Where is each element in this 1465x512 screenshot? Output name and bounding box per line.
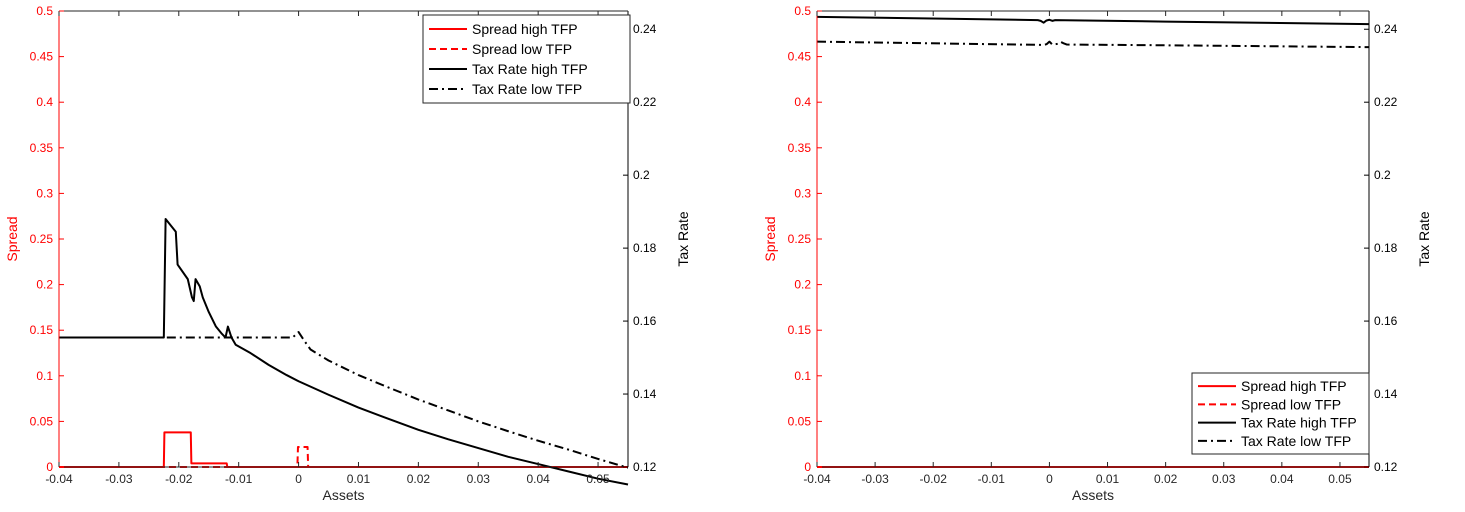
- x-tick-label: -0.04: [45, 472, 73, 486]
- y-left-tick-label: 0.15: [30, 323, 54, 337]
- y-left-tick-label: 0.35: [30, 141, 54, 155]
- y-left-axis-label: Spread: [762, 216, 778, 261]
- series-line-1: [59, 431, 628, 468]
- series-line-4: [166, 331, 629, 469]
- x-tick-label: 0.01: [347, 472, 371, 486]
- y-right-tick-label: 0.22: [1374, 95, 1398, 109]
- y-left-tick-label: 0.2: [36, 278, 53, 292]
- y-left-tick-label: 0: [46, 460, 53, 474]
- y-right-tick-label: 0.16: [633, 314, 657, 328]
- legend-label: Tax Rate high TFP: [472, 61, 588, 77]
- x-tick-label: 0.01: [1096, 472, 1120, 486]
- series-line-2: [59, 445, 628, 468]
- series-line-3: [816, 15, 1370, 26]
- chart-2: -0.04 -0.03 -0.02 -0.01 0 0.01 0.02 0.03 0.04 0.0…: [762, 4, 1432, 503]
- legend-label: Tax Rate low TFP: [472, 81, 582, 97]
- y-left-tick-label: 0.45: [30, 50, 54, 64]
- x-tick-label: 0: [295, 472, 302, 486]
- y-right-tick-label: 0.2: [1374, 168, 1391, 182]
- x-tick-label: 0.02: [1154, 472, 1178, 486]
- series-line-3: [59, 217, 629, 486]
- y-right-tick-label: 0.12: [633, 460, 657, 474]
- legend-label: Spread high TFP: [472, 21, 578, 37]
- y-right-tick-label: 0.14: [1374, 387, 1398, 401]
- y-left-tick-label: 0.5: [794, 4, 811, 18]
- y-right-axis-label: Tax Rate: [1416, 211, 1432, 266]
- y-left-tick-label: 0: [804, 460, 811, 474]
- y-right-tick-label: 0.14: [633, 387, 657, 401]
- chart-1: -0.04 -0.03 -0.02 -0.01 0 0.01 0.02 0.03 0.04 0.0…: [4, 4, 691, 503]
- y-right-tick-label: 0.24: [633, 22, 657, 36]
- y-left-tick-label: 0.35: [788, 141, 812, 155]
- legend-label: Spread high TFP: [1241, 378, 1347, 394]
- x-axis-label: Assets: [322, 487, 364, 503]
- y-left-tick-label: 0.1: [36, 369, 53, 383]
- y-left-tick-label: 0.25: [30, 232, 54, 246]
- legend-label: Spread low TFP: [1241, 396, 1341, 412]
- x-tick-label: 0.04: [1270, 472, 1294, 486]
- x-tick-label: 0.03: [467, 472, 491, 486]
- y-left-tick-label: 0.3: [36, 186, 53, 200]
- y-left-tick-label: 0.2: [794, 278, 811, 292]
- y-right-tick-label: 0.2: [633, 168, 650, 182]
- y-right-tick-label: 0.16: [1374, 314, 1398, 328]
- y-left-tick-label: 0.15: [788, 323, 812, 337]
- x-tick-label: -0.03: [861, 472, 889, 486]
- x-tick-label: -0.04: [803, 472, 831, 486]
- x-tick-label: 0.02: [407, 472, 431, 486]
- y-left-tick-label: 0.5: [36, 4, 53, 18]
- y-left-tick-label: 0.3: [794, 186, 811, 200]
- y-right-tick-label: 0.22: [633, 95, 657, 109]
- y-left-tick-label: 0.1: [794, 369, 811, 383]
- x-tick-label: -0.01: [978, 472, 1006, 486]
- x-tick-label: -0.02: [920, 472, 948, 486]
- y-left-tick-label: 0.45: [788, 50, 812, 64]
- y-left-tick-label: 0.05: [788, 414, 812, 428]
- legend-label: Spread low TFP: [472, 41, 572, 57]
- y-right-tick-label: 0.18: [1374, 241, 1398, 255]
- x-tick-label: 0.04: [526, 472, 550, 486]
- x-tick-label: 0.05: [586, 472, 610, 486]
- y-left-axis-label: Spread: [4, 216, 20, 261]
- y-right-tick-label: 0.24: [1374, 22, 1398, 36]
- legend-label: Tax Rate low TFP: [1241, 433, 1351, 449]
- x-tick-label: -0.03: [105, 472, 133, 486]
- legend: Spread high TFP Spread low TFP Tax Rate hi…: [422, 14, 631, 104]
- y-right-tick-label: 0.12: [1374, 460, 1398, 474]
- y-right-tick-label: 0.18: [633, 241, 657, 255]
- x-tick-label: -0.02: [165, 472, 193, 486]
- x-tick-label: 0.05: [1328, 472, 1352, 486]
- series-line-4: [816, 40, 1370, 49]
- y-left-tick-label: 0.4: [794, 95, 811, 109]
- x-tick-label: 0.03: [1212, 472, 1236, 486]
- x-tick-label: 0: [1046, 472, 1053, 486]
- y-left-tick-label: 0.05: [30, 414, 54, 428]
- y-left-tick-label: 0.4: [36, 95, 53, 109]
- legend: Spread high TFP Spread low TFP Tax Rate hi…: [1191, 372, 1370, 455]
- x-tick-label: -0.01: [225, 472, 253, 486]
- y-left-tick-label: 0.25: [788, 232, 812, 246]
- legend-label: Tax Rate high TFP: [1241, 415, 1357, 431]
- x-axis-label: Assets: [1072, 487, 1114, 503]
- y-right-axis-label: Tax Rate: [675, 211, 691, 266]
